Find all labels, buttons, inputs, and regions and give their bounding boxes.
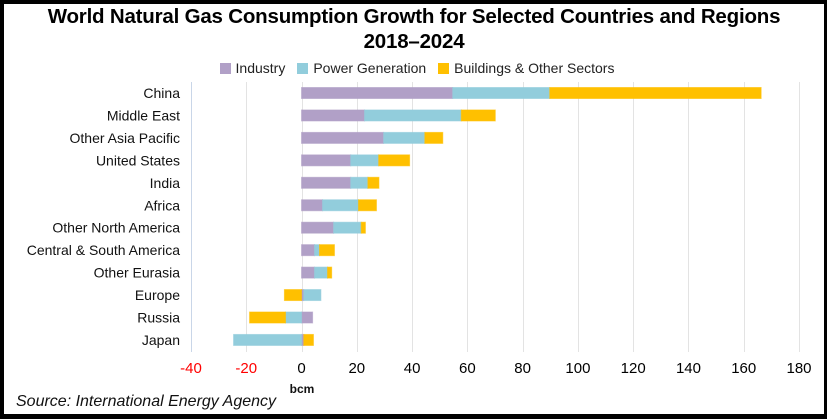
x-tick-label: -40 — [180, 360, 202, 377]
legend-label-buildings: Buildings & Other Sectors — [454, 60, 615, 76]
bar-russia-buildings-and-other-sectors — [249, 311, 287, 324]
legend-label-industry: Industry — [235, 60, 286, 76]
x-tick-label: 160 — [731, 360, 756, 377]
bar-other-north-america-power-generation — [333, 221, 362, 234]
bar-central-and-south-america-industry — [301, 244, 316, 257]
gridlines — [191, 82, 800, 352]
bar-other-asia-pacific-buildings-and-other-sectors — [424, 131, 444, 144]
x-tick-label: 100 — [565, 360, 590, 377]
chart-title-years: 2018–2024 — [363, 30, 465, 53]
bar-russia-industry — [301, 311, 314, 324]
bar-other-eurasia-industry — [301, 266, 316, 279]
bar-other-north-america-buildings-and-other-sectors — [360, 221, 366, 234]
category-label-central-and-south-america: Central & South America — [27, 242, 181, 258]
category-label-africa: Africa — [144, 197, 180, 213]
legend-item-power-generation: Power Generation — [297, 60, 426, 76]
legend-swatch-buildings — [438, 62, 450, 74]
category-label-other-eurasia: Other Eurasia — [94, 265, 181, 281]
category-labels: China Middle East Other Asia Pacific United… — [27, 85, 181, 348]
bar-india-power-generation — [350, 176, 369, 189]
x-axis-title: bcm — [290, 382, 315, 396]
bar-middle-east-industry — [301, 109, 366, 122]
legend-label-power-generation: Power Generation — [313, 60, 427, 76]
legend-swatch-industry — [219, 62, 231, 74]
category-label-other-north-america: Other North America — [52, 220, 180, 236]
category-label-united-states: United States — [96, 152, 180, 168]
x-tick-label: -20 — [235, 360, 257, 377]
category-label-other-asia-pacific: Other Asia Pacific — [70, 130, 181, 146]
bar-russia-power-generation — [285, 311, 303, 324]
legend-item-industry: Industry — [219, 60, 286, 76]
bar-other-asia-pacific-industry — [301, 131, 385, 144]
x-tick-label: 40 — [404, 360, 421, 377]
bars — [233, 87, 762, 346]
bar-central-and-south-america-buildings-and-other-sectors — [319, 244, 335, 257]
bar-other-eurasia-power-generation — [314, 266, 329, 279]
x-tick-label: 0 — [297, 360, 305, 377]
category-label-india: India — [150, 175, 181, 191]
x-tick-labels: -40 -20 0 20 40 60 80 100 120 140 160 180 — [180, 360, 811, 377]
bar-middle-east-buildings-and-other-sectors — [460, 109, 496, 122]
bar-india-industry — [301, 176, 352, 189]
legend: Industry Power Generation Buildings & Ot… — [0, 60, 828, 76]
category-label-middle-east: Middle East — [107, 107, 180, 123]
bar-united-states-buildings-and-other-sectors — [378, 154, 411, 167]
bar-europe-power-generation — [303, 289, 322, 302]
bar-china-power-generation — [452, 87, 551, 99]
bar-europe-buildings-and-other-sectors — [283, 289, 303, 302]
category-label-russia: Russia — [137, 310, 180, 326]
bar-africa-power-generation — [322, 199, 359, 212]
category-label-china: China — [143, 85, 180, 101]
bar-africa-industry — [301, 199, 324, 212]
bar-japan-buildings-and-other-sectors — [303, 333, 314, 346]
x-tick-label: 60 — [459, 360, 476, 377]
category-label-japan: Japan — [142, 332, 180, 348]
bar-china-industry — [301, 87, 454, 99]
bar-central-and-south-america-power-generation — [314, 244, 321, 257]
bar-other-eurasia-buildings-and-other-sectors — [327, 266, 333, 279]
legend-swatch-power-generation — [297, 62, 309, 74]
x-tick-label: 180 — [786, 360, 811, 377]
chart-title-main: World Natural Gas Consumption Growth for… — [47, 5, 781, 28]
bar-china-buildings-and-other-sectors — [549, 87, 762, 99]
bar-other-north-america-industry — [301, 221, 335, 234]
bar-united-states-industry — [301, 154, 352, 167]
x-tick-label: 80 — [514, 360, 531, 377]
x-tick-label: 140 — [676, 360, 701, 377]
bar-united-states-power-generation — [350, 154, 380, 167]
legend-item-buildings: Buildings & Other Sectors — [438, 60, 614, 76]
bar-middle-east-power-generation — [364, 109, 462, 122]
chart-title: World Natural Gas Consumption Growth for… — [0, 4, 828, 54]
bar-other-asia-pacific-power-generation — [383, 131, 426, 144]
category-label-europe: Europe — [135, 287, 180, 303]
x-tick-label: 120 — [621, 360, 646, 377]
x-tick-label: 20 — [348, 360, 365, 377]
bar-africa-buildings-and-other-sectors — [357, 199, 377, 212]
source-note: Source: International Energy Agency — [16, 393, 277, 410]
bar-india-buildings-and-other-sectors — [367, 176, 380, 189]
bar-japan-power-generation — [233, 333, 303, 346]
